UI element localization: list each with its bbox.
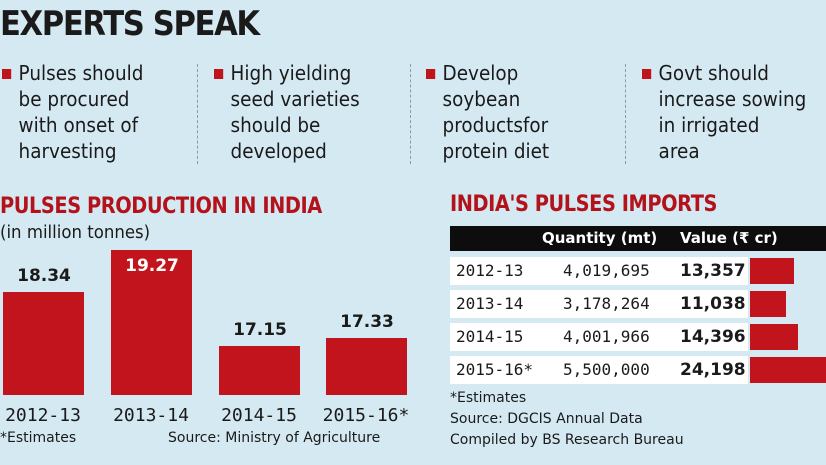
cell-value: 24,198 <box>680 360 746 380</box>
experts-title: EXPERTS SPEAK <box>0 4 260 44</box>
import-value-bar <box>750 291 787 317</box>
tip-line: Govt should <box>658 61 769 85</box>
tip-line: Pulses should <box>18 61 144 85</box>
cell-quantity: 4,019,695 <box>563 261 650 280</box>
x-tick-label: 2014-15 <box>221 405 297 426</box>
bar-value-label: 17.15 <box>233 320 287 341</box>
bullet-icon <box>214 69 224 79</box>
cell-quantity: 3,178,264 <box>563 294 650 313</box>
tip-line: Develop <box>442 61 519 85</box>
tip-line: in irrigated <box>658 113 760 137</box>
cell-quantity: 4,001,966 <box>563 327 650 346</box>
expert-tip: Develop soybean productsfor protein diet <box>426 60 549 164</box>
tip-line: protein diet <box>442 139 550 163</box>
bullet-icon <box>2 69 12 79</box>
production-bar <box>111 250 192 395</box>
column-header-value: Value (₹ cr) <box>680 229 778 247</box>
cell-year: 2014-15 <box>456 327 524 346</box>
expert-tip: Pulses should be procured with onset of har… <box>2 60 143 164</box>
cell-value: 14,396 <box>680 327 746 347</box>
production-source: Source: Ministry of Agriculture <box>168 430 381 446</box>
tip-line: High yielding <box>230 61 352 85</box>
imports-source: Source: DGCIS Annual Data <box>450 411 643 427</box>
tip-line: productsfor <box>442 113 549 137</box>
x-tick-label: 2013-14 <box>113 405 189 426</box>
tip-line: harvesting <box>18 139 117 163</box>
imports-table-title: INDIA'S PULSES IMPORTS <box>450 192 717 217</box>
tip-line: be procured <box>18 87 130 111</box>
bar-value-label: 19.27 <box>125 256 179 276</box>
cell-value: 13,357 <box>680 261 746 281</box>
imports-table-header: Quantity (mt) Value (₹ cr) <box>450 226 826 251</box>
separator <box>197 64 198 164</box>
bullet-icon <box>642 69 652 79</box>
cell-quantity: 5,500,000 <box>563 360 650 379</box>
production-unit-label: (in million tonnes) <box>0 222 151 243</box>
separator <box>410 64 411 164</box>
tip-line: should be <box>230 113 321 137</box>
bar-value-label: 17.33 <box>340 311 394 332</box>
production-bar <box>326 337 407 395</box>
cell-year: 2013-14 <box>456 294 524 313</box>
tip-line: area <box>658 139 700 163</box>
cell-year: 2012-13 <box>456 261 524 280</box>
imports-compiled-by: Compiled by BS Research Bureau <box>450 432 684 448</box>
cell-value: 11,038 <box>680 294 746 314</box>
tip-line: soybean <box>442 87 521 111</box>
cell-year: 2015-16* <box>456 360 534 379</box>
bar-value-label: 18.34 <box>17 266 71 287</box>
tip-line: seed varieties <box>230 87 360 111</box>
production-chart-title: PULSES PRODUCTION IN INDIA <box>0 194 322 219</box>
column-header-quantity: Quantity (mt) <box>542 229 658 247</box>
import-value-bar <box>750 258 795 284</box>
imports-footnote: *Estimates <box>450 390 527 406</box>
table-row: 2014-15 4,001,966 14,396 <box>450 323 748 351</box>
production-footnote: *Estimates <box>0 430 77 446</box>
expert-tip: High yielding seed varieties should be deve… <box>214 60 360 164</box>
x-tick-label: 2012-13 <box>5 405 81 426</box>
table-row: 2015-16* 5,500,000 24,198 <box>450 356 748 384</box>
bullet-icon <box>426 69 436 79</box>
tip-line: increase sowing <box>658 87 807 111</box>
import-value-bar <box>750 357 826 383</box>
tip-line: with onset of <box>18 113 139 137</box>
table-row: 2012-13 4,019,695 13,357 <box>450 257 748 285</box>
separator <box>625 64 626 164</box>
expert-tip: Govt should increase sowing in irrigated ar… <box>642 60 806 164</box>
x-tick-label: 2015-16* <box>322 405 410 426</box>
production-bar <box>219 346 300 395</box>
table-row: 2013-14 3,178,264 11,038 <box>450 290 748 318</box>
production-bar <box>3 292 84 395</box>
import-value-bar <box>750 324 798 350</box>
tip-line: developed <box>230 139 327 163</box>
